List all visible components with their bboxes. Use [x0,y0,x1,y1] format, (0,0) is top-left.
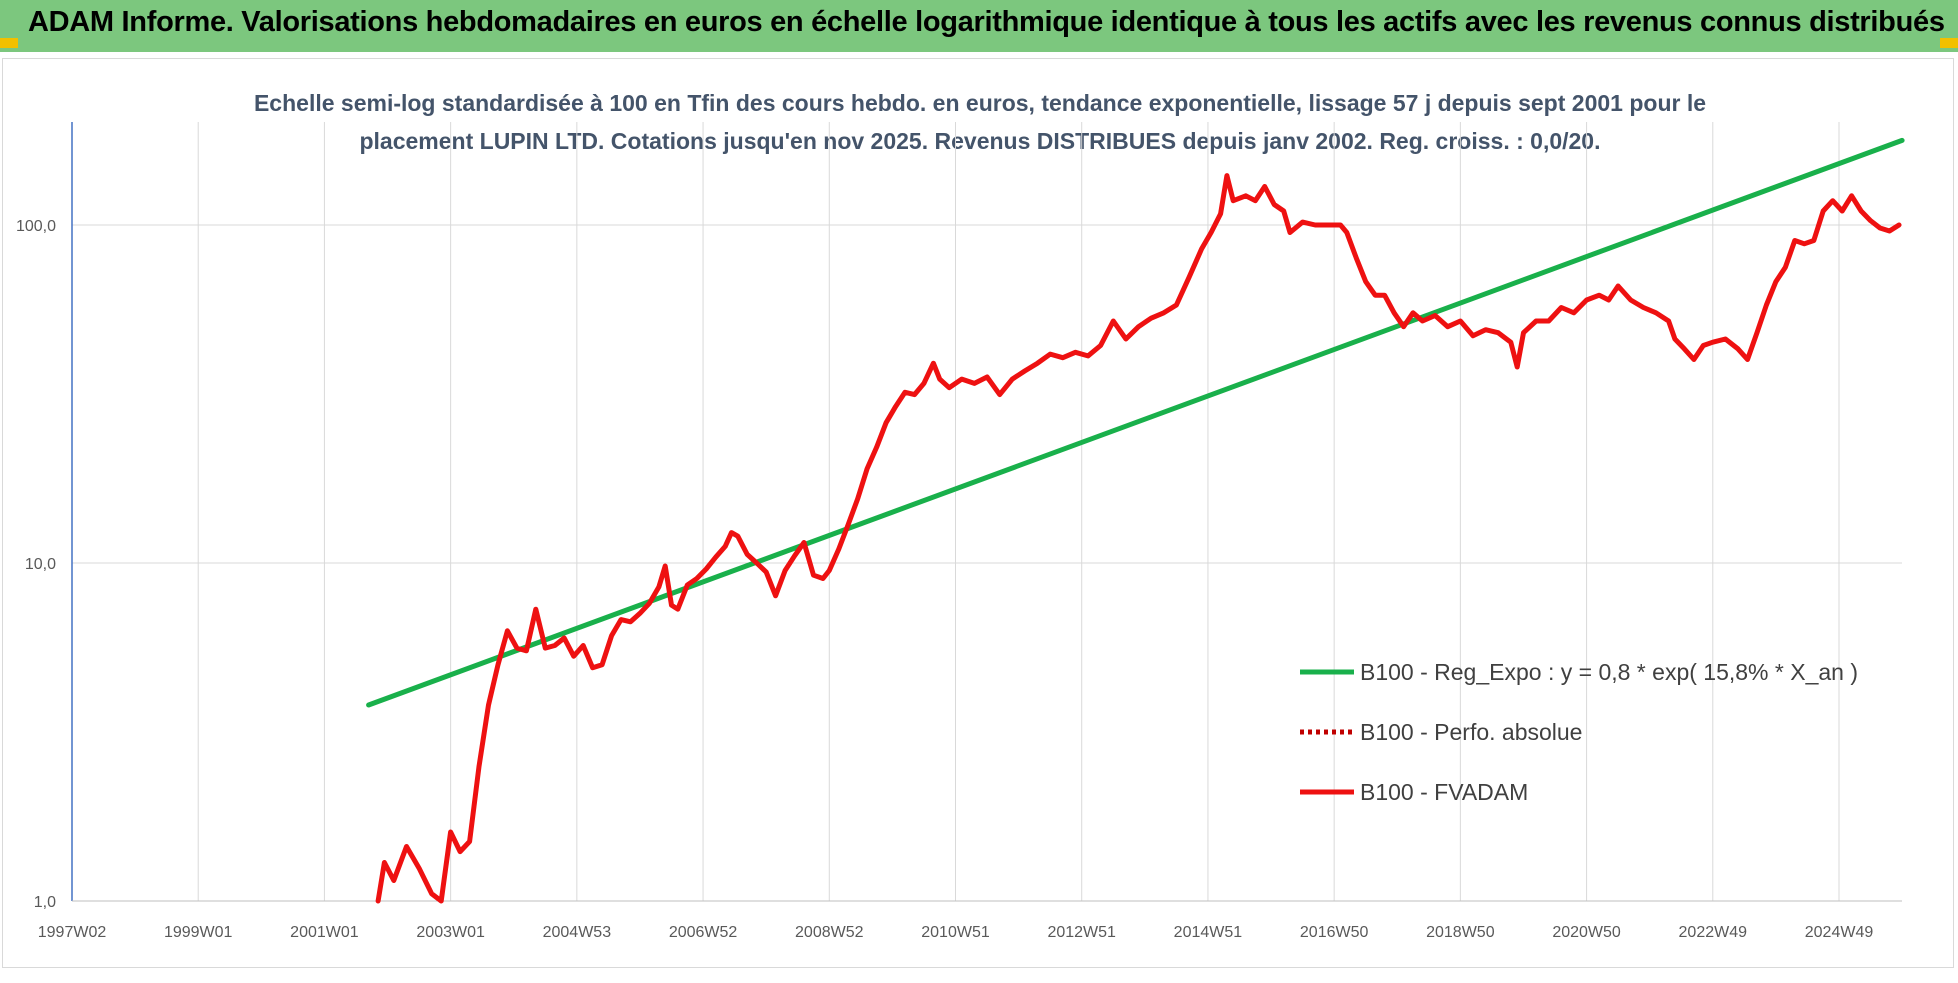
x-tick-label: 2014W51 [1174,924,1243,941]
legend: B100 - Reg_Expo : y = 0,8 * exp( 15,8% *… [1300,659,1858,805]
x-tick-label: 1997W02 [38,924,107,941]
corner-marker [1940,38,1958,48]
x-tick-label: 2018W50 [1426,924,1495,941]
series [366,137,1905,904]
series-line-3 [375,173,1902,904]
chart-frame [2,58,1954,968]
x-tick-label: 2004W53 [543,924,612,941]
chart-title-line-2: placement LUPIN LTD. Cotations jusqu'en … [359,128,1601,154]
series-line-1 [366,137,1905,708]
x-tick-label: 2024W49 [1805,924,1874,941]
x-tick-label: 1999W01 [164,924,233,941]
x-tick-label: 2022W49 [1679,924,1748,941]
legend-label-2: B100 - Perfo. absolue [1360,719,1582,745]
legend-label-3: B100 - FVADAM [1360,779,1528,805]
x-tick-label: 2001W01 [290,924,359,941]
x-tick-label: 2003W01 [416,924,485,941]
x-tick-label: 2006W52 [669,924,738,941]
legend-label-1: B100 - Reg_Expo : y = 0,8 * exp( 15,8% *… [1360,659,1858,685]
x-tick-label: 2016W50 [1300,924,1369,941]
x-tick-label: 2020W50 [1552,924,1621,941]
chart-title: Echelle semi-log standardisée à 100 en T… [180,84,1780,160]
header-bar [0,0,1958,52]
y-tick-label: 100,0 [16,218,56,235]
chart-title-line-1: Echelle semi-log standardisée à 100 en T… [253,90,1707,116]
corner-marker [0,38,18,48]
page-title: ADAM Informe. Valorisations hebdomadaire… [28,6,1945,38]
x-tick-label: 2010W51 [921,924,990,941]
x-tick-label: 2012W51 [1047,924,1116,941]
y-tick-label: 10,0 [25,556,56,573]
x-tick-label: 2008W52 [795,924,864,941]
y-tick-label: 1,0 [34,894,56,911]
